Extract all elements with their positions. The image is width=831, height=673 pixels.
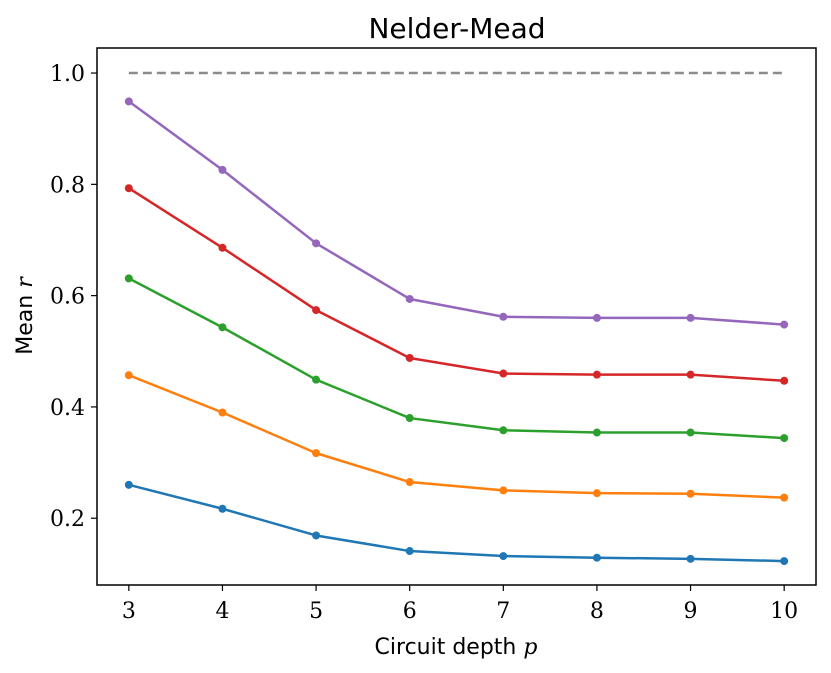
data-point [405,353,414,362]
data-point [405,478,414,487]
data-point [218,323,227,332]
data-point [592,553,601,562]
data-point [499,552,508,561]
series-3 [124,274,789,443]
series-2 [124,371,789,502]
data-point [405,414,414,423]
series-1 [124,480,789,566]
data-point [499,312,508,321]
data-point [218,408,227,417]
x-axis-label-var: p [523,635,537,660]
data-point [124,184,133,193]
data-point [124,371,133,380]
y-tick-label: 0.4 [50,396,85,421]
series-line-3 [127,277,786,440]
data-point [218,504,227,513]
x-tick-label: 10 [770,599,798,624]
data-point [686,554,695,563]
series-line-4 [127,186,786,383]
data-point [405,547,414,556]
plot-area [96,47,817,586]
data-point [592,489,601,498]
data-point [592,428,601,437]
data-point [218,165,227,174]
y-tick-label: 0.6 [50,285,85,310]
y-axis-label-var: r [13,276,38,288]
data-point [312,306,321,315]
y-axis-label-text: Mean [13,295,38,355]
data-point [312,375,321,384]
x-tick-label: 3 [122,599,136,624]
x-tick-label: 8 [590,599,604,624]
x-tick-label: 7 [496,599,510,624]
y-axis-ticks: 0.2 0.4 0.6 0.8 1.0 [50,62,97,532]
series-5 [124,97,789,329]
y-tick-label: 0.8 [50,173,85,198]
series-line-5 [127,100,786,326]
data-point [405,294,414,303]
data-point [686,489,695,498]
series-line-2 [127,373,786,499]
data-point [499,486,508,495]
data-point [312,449,321,458]
x-tick-label: 6 [403,599,417,624]
x-tick-label: 5 [309,599,323,624]
data-point [592,313,601,322]
data-point [499,369,508,378]
series-4 [124,184,789,385]
data-point [499,426,508,435]
data-point [124,480,133,489]
x-axis-label-text: Circuit depth [375,635,517,660]
data-point [780,376,789,385]
data-point [686,370,695,379]
x-axis-ticks: 3 4 5 6 7 8 9 10 [122,585,798,624]
data-point [780,557,789,566]
data-point [780,434,789,443]
data-point [124,97,133,106]
data-point [218,243,227,252]
data-point [686,428,695,437]
data-point [592,370,601,379]
series-line-1 [127,483,786,563]
series-layer [124,97,789,566]
y-tick-label: 0.2 [50,507,85,532]
x-axis-label: Circuit depth p [375,635,538,660]
data-point [686,313,695,322]
plot-frame [96,47,817,586]
data-point [312,239,321,248]
data-point [312,531,321,540]
data-point [780,320,789,329]
y-tick-label: 1.0 [50,62,85,87]
chart-title: Nelder-Mead [368,12,545,45]
y-axis-label: Mean r [13,276,38,355]
data-point [124,274,133,283]
x-tick-label: 9 [684,599,698,624]
data-point [780,493,789,502]
x-tick-label: 4 [215,599,229,624]
